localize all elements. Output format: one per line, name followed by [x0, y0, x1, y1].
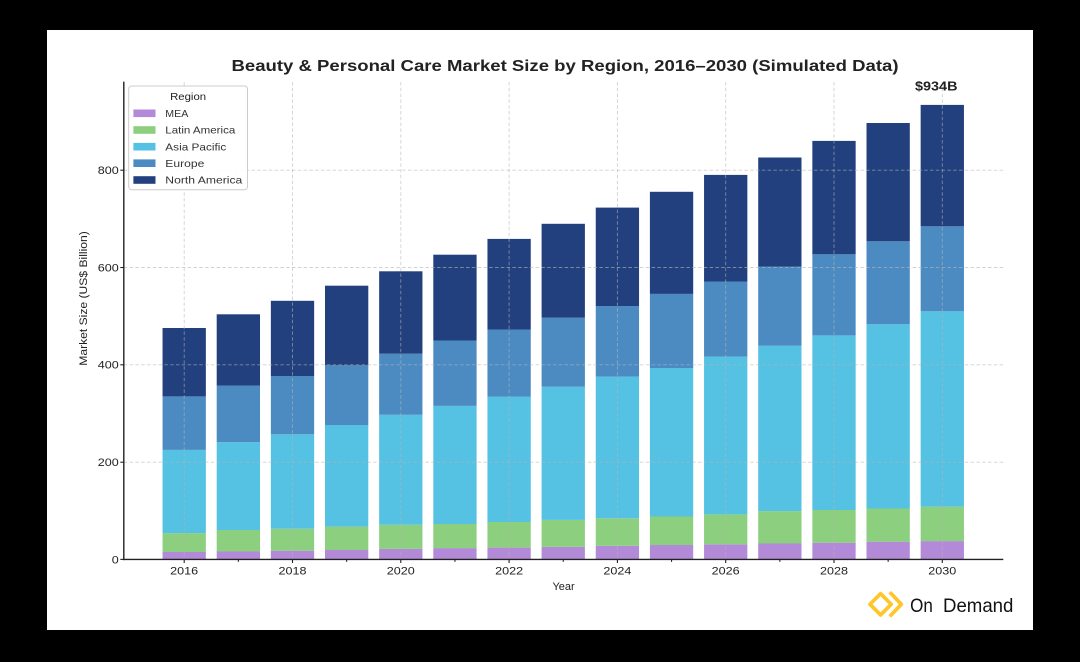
svg-text:$934B: $934B [915, 79, 958, 94]
svg-text:North America: North America [165, 175, 242, 187]
svg-text:0: 0 [112, 554, 119, 566]
svg-text:2028: 2028 [820, 566, 848, 578]
svg-text:Latin America: Latin America [165, 125, 235, 137]
svg-text:On: On [910, 595, 933, 617]
svg-text:Beauty & Personal Care Market: Beauty & Personal Care Market Size by Re… [232, 58, 899, 75]
svg-text:Market Size (US$ Billion): Market Size (US$ Billion) [78, 231, 90, 366]
svg-text:2026: 2026 [712, 566, 740, 578]
svg-text:400: 400 [98, 360, 119, 372]
svg-text:800: 800 [98, 165, 119, 177]
svg-text:Demand: Demand [943, 595, 1013, 617]
svg-text:Region: Region [170, 91, 206, 103]
svg-text:Year: Year [552, 581, 575, 593]
svg-text:Asia Pacific: Asia Pacific [165, 141, 226, 153]
svg-text:2030: 2030 [928, 566, 956, 578]
svg-text:2022: 2022 [495, 566, 523, 578]
svg-text:200: 200 [98, 457, 119, 469]
svg-text:2018: 2018 [279, 566, 307, 578]
svg-text:2016: 2016 [170, 566, 198, 578]
svg-text:600: 600 [98, 262, 119, 274]
svg-text:2024: 2024 [603, 566, 631, 578]
svg-text:2020: 2020 [387, 566, 415, 578]
svg-text:Europe: Europe [165, 158, 204, 170]
svg-text:MEA: MEA [165, 108, 188, 120]
